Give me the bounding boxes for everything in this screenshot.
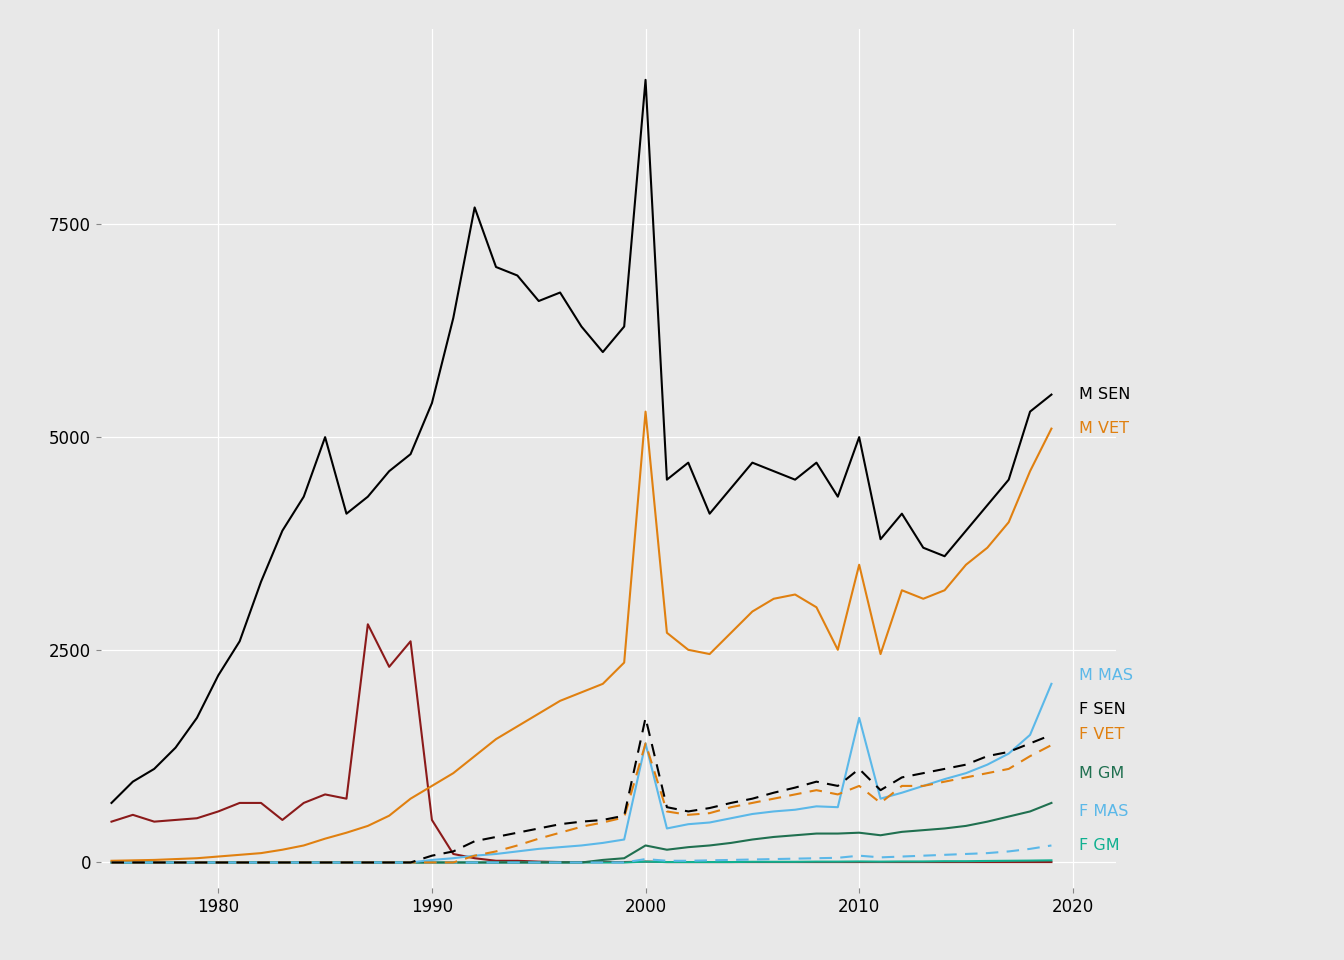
- Text: F SEN: F SEN: [1079, 702, 1126, 717]
- Text: F VET: F VET: [1079, 728, 1125, 742]
- Text: M GM: M GM: [1079, 766, 1125, 780]
- Text: M VET: M VET: [1079, 421, 1129, 436]
- Text: F MAS: F MAS: [1079, 804, 1129, 819]
- Text: M MAS: M MAS: [1079, 668, 1133, 683]
- Text: M SEN: M SEN: [1079, 387, 1130, 402]
- Text: F GM: F GM: [1079, 838, 1120, 853]
